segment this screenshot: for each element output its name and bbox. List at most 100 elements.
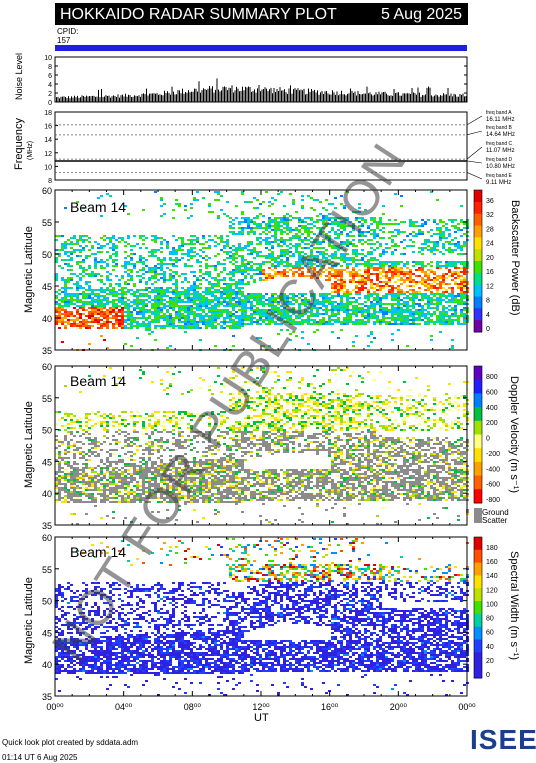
echo-cell — [178, 299, 181, 301]
echo-cell — [70, 323, 73, 325]
echo-cell — [427, 303, 430, 305]
frequency-band-pointer — [466, 172, 483, 180]
echo-cell — [328, 297, 331, 299]
echo-cell — [124, 487, 127, 489]
cpid-value: 157 — [57, 36, 71, 45]
echo-cell — [355, 293, 358, 295]
echo-cell — [388, 237, 391, 239]
echo-cell — [97, 317, 100, 319]
echo-cell — [118, 289, 121, 291]
echo-cell — [109, 247, 112, 249]
echo-cell — [55, 473, 58, 475]
echo-cell — [373, 235, 376, 237]
echo-cell — [346, 233, 349, 235]
echo-cell — [430, 285, 433, 287]
echo-cell — [370, 293, 373, 295]
echo-cell — [202, 315, 205, 317]
echo-cell — [310, 255, 313, 257]
echo-cell — [445, 223, 448, 225]
echo-cell — [247, 281, 250, 283]
echo-cell — [247, 273, 250, 275]
echo-cell — [64, 439, 67, 441]
echo-cell — [358, 235, 361, 237]
echo-cell — [310, 223, 313, 225]
echo-cell — [343, 293, 346, 295]
echo-cell — [61, 477, 64, 479]
echo-cell — [280, 261, 283, 263]
echo-cell — [355, 273, 358, 275]
echo-cell — [130, 313, 133, 315]
echo-cell — [346, 267, 349, 269]
echo-cell — [205, 327, 208, 329]
echo-cell — [304, 319, 307, 321]
echo-cell — [421, 233, 424, 235]
echo-cell — [115, 421, 118, 423]
echo-cell — [91, 307, 94, 309]
echo-cell — [382, 281, 385, 283]
echo-cell — [115, 467, 118, 469]
echo-cell — [391, 291, 394, 293]
echo-cell — [151, 303, 154, 305]
echo-cell — [268, 253, 271, 255]
echo-cell — [172, 259, 175, 261]
echo-cell — [55, 307, 58, 309]
echo-cell — [250, 321, 253, 323]
echo-cell — [337, 309, 340, 311]
echo-cell — [454, 319, 457, 321]
echo-cell — [307, 269, 310, 271]
echo-cell — [67, 423, 70, 425]
echo-cell — [376, 223, 379, 225]
echo-cell — [73, 453, 76, 455]
echo-cell — [172, 263, 175, 265]
echo-cell — [274, 219, 277, 221]
echo-cell — [376, 303, 379, 305]
echo-cell — [106, 467, 109, 469]
echo-cell — [70, 241, 73, 243]
echo-cell — [382, 231, 385, 233]
echo-cell — [451, 243, 454, 245]
echo-cell — [358, 259, 361, 261]
echo-cell — [280, 319, 283, 321]
echo-cell — [190, 265, 193, 267]
echo-cell — [301, 275, 304, 277]
echo-cell — [163, 299, 166, 301]
echo-cell — [82, 295, 85, 297]
echo-cell — [154, 289, 157, 291]
echo-cell — [403, 281, 406, 283]
echo-cell — [91, 311, 94, 313]
echo-cell — [346, 219, 349, 221]
echo-cell — [58, 483, 61, 485]
echo-cell — [217, 291, 220, 293]
echo-cell — [199, 279, 202, 281]
echo-cell — [118, 469, 121, 471]
echo-cell — [442, 275, 445, 277]
echo-cell — [214, 291, 217, 293]
echo-cell — [115, 313, 118, 315]
echo-cell — [214, 279, 217, 281]
echo-cell — [88, 317, 91, 319]
echo-cell — [76, 523, 79, 525]
echo-cell — [412, 273, 415, 275]
echo-cell — [382, 321, 385, 323]
echo-cell — [127, 451, 130, 453]
echo-cell — [412, 295, 415, 297]
echo-cell — [424, 317, 427, 319]
echo-cell — [139, 303, 142, 305]
echo-cell — [268, 303, 271, 305]
echo-cell — [277, 239, 280, 241]
echo-cell — [430, 297, 433, 299]
echo-cell — [118, 455, 121, 457]
echo-cell — [115, 497, 118, 499]
echo-cell — [373, 299, 376, 301]
echo-cell — [55, 303, 58, 305]
echo-cell — [463, 227, 466, 229]
echo-cell — [286, 263, 289, 265]
echo-cell — [250, 323, 253, 325]
echo-cell — [340, 259, 343, 261]
echo-cell — [280, 221, 283, 223]
echo-cell — [64, 453, 67, 455]
echo-cell — [130, 345, 133, 347]
echo-cell — [454, 261, 457, 263]
echo-cell — [271, 245, 274, 247]
echo-cell — [91, 245, 94, 247]
